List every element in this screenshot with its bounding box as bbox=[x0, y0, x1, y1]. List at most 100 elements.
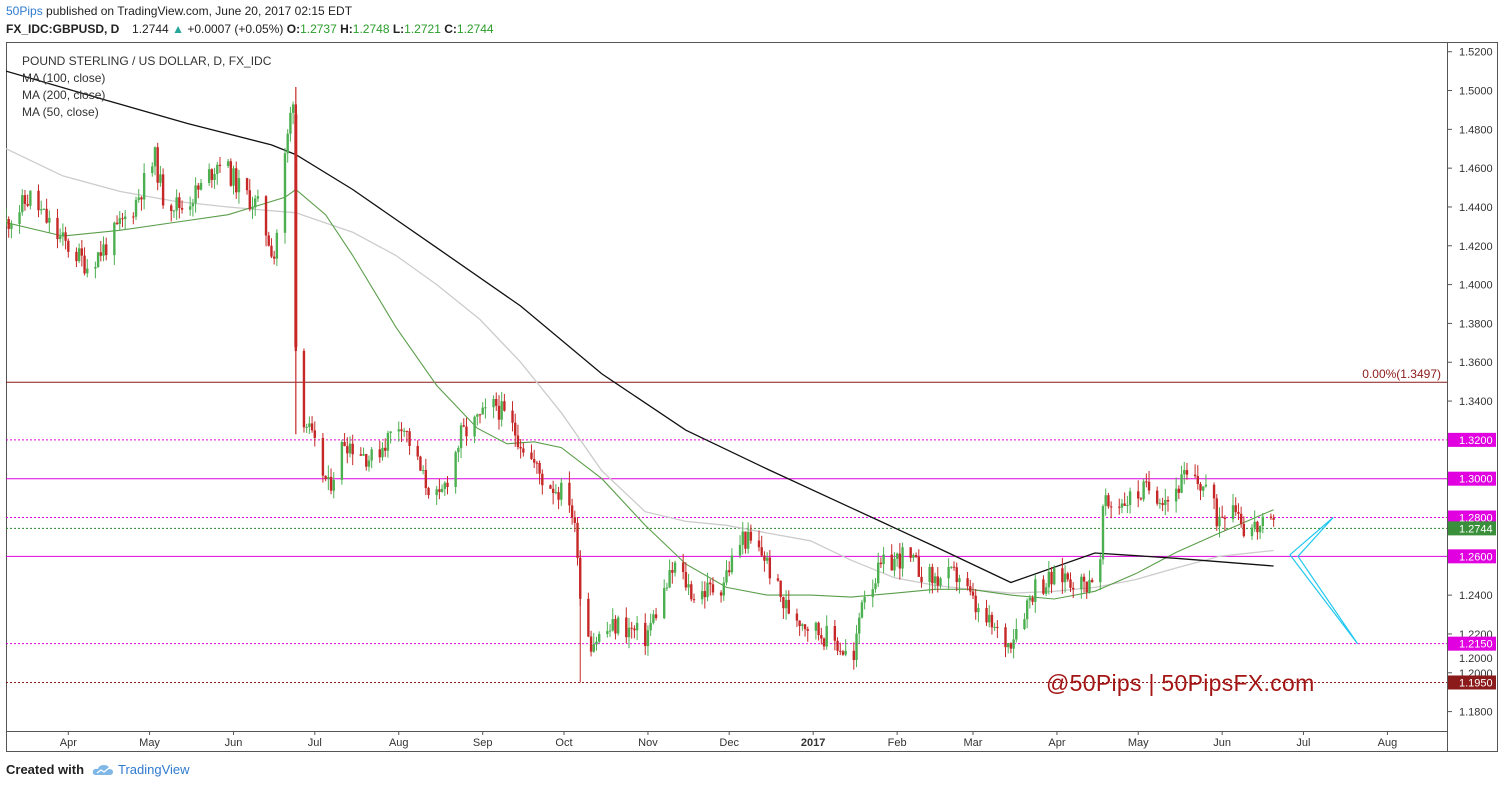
candle-body bbox=[690, 584, 693, 600]
time-tick-label: Aug bbox=[1378, 737, 1398, 749]
candle-body bbox=[1164, 500, 1167, 506]
candle-body bbox=[627, 627, 631, 638]
candle-body bbox=[879, 562, 883, 565]
candle-body bbox=[568, 482, 571, 506]
up-arrow-icon: ▲ bbox=[172, 22, 184, 36]
candle-body bbox=[503, 401, 506, 411]
candle-body bbox=[920, 576, 923, 583]
candle-body bbox=[348, 443, 352, 454]
legend-ma200[interactable]: MA (200, close) bbox=[22, 88, 106, 102]
candle-body bbox=[151, 166, 154, 174]
candle-body bbox=[703, 591, 707, 598]
author-link[interactable]: 50Pips bbox=[6, 4, 43, 18]
ohlc-bar: FX_IDC:GBPUSD, D 1.2744 ▲ +0.0007 (+0.05… bbox=[6, 22, 494, 36]
candle-body bbox=[841, 651, 845, 655]
candle-body bbox=[633, 628, 636, 631]
candle-body bbox=[589, 636, 593, 652]
candle-body bbox=[80, 248, 84, 256]
candle-body bbox=[324, 475, 327, 479]
candle-body bbox=[23, 195, 27, 204]
time-tick-label: Jul bbox=[308, 737, 322, 749]
candle-body bbox=[140, 197, 143, 200]
open-label: O: bbox=[286, 22, 301, 36]
candle-body bbox=[1009, 643, 1013, 649]
candle-body bbox=[497, 405, 501, 420]
candle-body bbox=[516, 435, 520, 448]
candle-body bbox=[952, 566, 956, 568]
candle-body bbox=[608, 630, 612, 632]
price-tag-label: 1.1950 bbox=[1459, 677, 1493, 689]
candle-body bbox=[416, 445, 419, 457]
candle-body bbox=[532, 459, 536, 463]
candle-body bbox=[931, 566, 934, 584]
candle-body bbox=[1104, 495, 1107, 507]
candle-body bbox=[1158, 503, 1162, 505]
candle-body bbox=[235, 168, 238, 193]
candle-body bbox=[267, 235, 270, 246]
candle-body bbox=[132, 216, 135, 218]
candle-body bbox=[1250, 527, 1254, 537]
time-tick-label: Mar bbox=[964, 737, 983, 749]
candle-body bbox=[492, 398, 495, 408]
candle-body bbox=[321, 437, 325, 476]
price-chart[interactable]: 1.5200 1.5000 1.4800 1.4600 1.4400 1.4200 1.40… bbox=[6, 42, 1498, 752]
low-label: L: bbox=[392, 22, 405, 36]
time-tick-label: Dec bbox=[719, 737, 739, 749]
candle-body bbox=[96, 252, 100, 267]
candle-body bbox=[1218, 516, 1221, 527]
candle-body bbox=[570, 505, 574, 518]
candle-body bbox=[1023, 619, 1026, 629]
candle-body bbox=[438, 489, 441, 492]
high-label: H: bbox=[340, 22, 353, 36]
candle-body bbox=[405, 430, 409, 432]
current-price-tag: 1.2744 bbox=[1459, 523, 1493, 535]
candle-body bbox=[459, 425, 463, 449]
price-tick-label: 1.3600 bbox=[1459, 357, 1493, 369]
candle-body bbox=[142, 173, 146, 200]
candle-body bbox=[37, 190, 40, 211]
candle-body bbox=[359, 454, 363, 456]
candle-body bbox=[839, 650, 842, 652]
candle-body bbox=[955, 567, 958, 583]
candle-body bbox=[188, 206, 192, 210]
time-tick-label: 2017 bbox=[801, 737, 825, 749]
created-with-label: Created with bbox=[6, 762, 85, 777]
legend-ma100[interactable]: MA (100, close) bbox=[22, 71, 106, 85]
legend-ma50[interactable]: MA (50, close) bbox=[22, 105, 99, 119]
candle-body bbox=[134, 199, 138, 217]
candle-body bbox=[1107, 495, 1110, 507]
candle-body bbox=[871, 589, 874, 598]
candle-body bbox=[105, 244, 108, 256]
candle-body bbox=[1177, 488, 1181, 493]
candle-body bbox=[649, 622, 652, 631]
ma200-line bbox=[6, 70, 1274, 584]
candle-body bbox=[782, 597, 785, 609]
tradingview-logo[interactable]: TradingView bbox=[92, 762, 190, 777]
candle-body bbox=[969, 586, 972, 592]
candle-body bbox=[400, 429, 403, 432]
time-tick-label: Apr bbox=[60, 737, 77, 749]
candle-body bbox=[966, 578, 969, 587]
candle-body bbox=[67, 240, 70, 252]
candle-body bbox=[836, 640, 839, 651]
candle-body bbox=[1044, 587, 1048, 594]
candle-body bbox=[386, 432, 390, 451]
candle-body bbox=[1085, 581, 1088, 593]
price-tick-label: 1.4200 bbox=[1459, 241, 1493, 253]
candle-body bbox=[1231, 505, 1235, 520]
candle-body bbox=[996, 626, 999, 628]
candle-body bbox=[779, 580, 782, 598]
candle-body bbox=[1215, 498, 1218, 527]
candle-body bbox=[1069, 579, 1072, 588]
candle-body bbox=[1196, 476, 1200, 484]
candle-body bbox=[210, 169, 214, 180]
candle-body bbox=[378, 449, 381, 458]
candle-body bbox=[478, 414, 482, 416]
candle-body bbox=[833, 625, 837, 641]
footer: Created with TradingView bbox=[6, 762, 190, 777]
candle-body bbox=[1145, 481, 1148, 483]
candle-body bbox=[763, 555, 766, 561]
chart-area[interactable]: 1.5200 1.5000 1.4800 1.4600 1.4400 1.4200 1.40… bbox=[6, 42, 1498, 752]
candle-body bbox=[42, 208, 46, 210]
candle-body bbox=[985, 607, 988, 623]
